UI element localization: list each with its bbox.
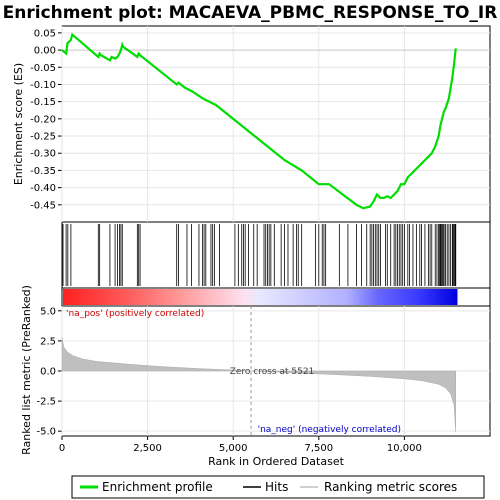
metric-tick-label: 0.0 [40,367,56,378]
es-tick-label: -0.40 [30,183,56,194]
x-tick-label: 2,500 [133,443,162,454]
es-tick-label: -0.10 [30,80,56,91]
es-panel [61,25,491,223]
legend-hits-label: Hits [265,480,288,494]
hits-marks [62,224,457,286]
es-tick-label: -0.15 [30,97,56,108]
metric-axis: 5.0 2.5 0.0 -2.5 -5.0 [36,306,490,438]
es-tick-label: -0.30 [30,149,56,160]
x-axis-label: Rank in Ordered Dataset [208,455,345,468]
heatbar-fill [63,289,458,305]
chart-title: Enrichment plot: MACAEVA_PBMC_RESPONSE_T… [3,3,498,23]
metric-tick-label: 5.0 [40,306,56,317]
ranking-metric-fill [61,337,457,433]
es-tick-label: 0.05 [34,28,56,39]
x-tick-label: 7,500 [304,443,333,454]
hits-panel [61,221,491,289]
enrichment-profile-series [61,32,457,210]
correlation-heatbar [63,289,458,305]
es-tick-label: -0.45 [30,200,56,211]
legend-box [71,475,485,499]
neg-annotation: 'na_neg' (negatively correlated) [258,425,401,435]
zero-cross-annotation: Zero cross at 5521 [230,367,315,377]
x-tick-label: 0 [59,443,65,454]
es-tick-label: -0.35 [30,166,56,177]
x-axis: 0 2,500 5,000 7,500 10,000 [59,436,422,454]
metric-tick-label: 2.5 [40,336,56,347]
x-tick-label: 10,000 [387,443,422,454]
legend-ranking-label: Ranking metric scores [324,480,457,494]
es-tick-label: -0.20 [30,114,56,125]
x-tick-label: 5,000 [219,443,248,454]
enrichment-profile-line [61,32,490,210]
es-y-label: Enrichment score (ES) [12,63,25,185]
metric-y-label: Ranked list metric (PreRanked) [20,285,33,455]
metric-tick-label: -5.0 [36,427,56,438]
es-tick-label: -0.05 [30,63,56,74]
es-tick-label: 0.00 [34,46,56,57]
pos-annotation: 'na_pos' (positively correlated) [66,309,204,319]
ranking-metric-area [61,306,457,436]
es-tick-label: -0.25 [30,132,56,143]
legend-enrichment-label: Enrichment profile [102,480,213,494]
metric-tick-label: -2.5 [36,397,56,408]
